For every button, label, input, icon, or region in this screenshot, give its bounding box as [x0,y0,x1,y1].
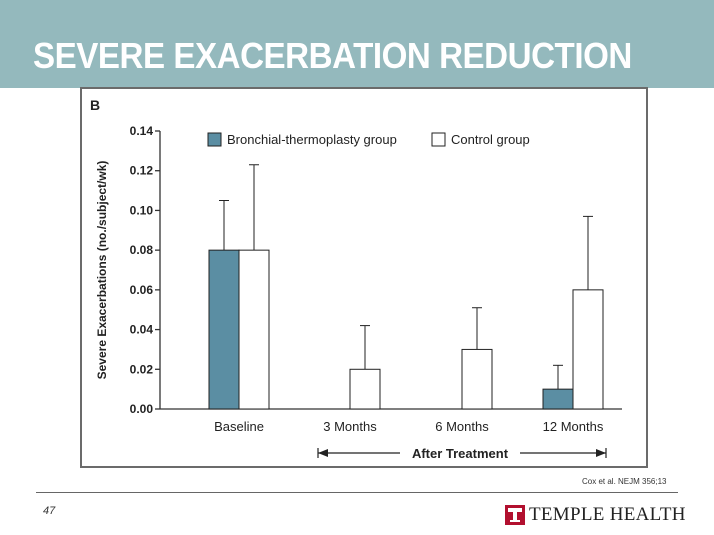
x-tick-label: Baseline [214,419,264,434]
y-tick-label: 0.12 [130,164,154,178]
y-tick-label: 0.04 [130,323,154,337]
y-tick-label: 0.08 [130,243,154,257]
bar-bronchial-thermoplasty [542,388,574,410]
footer-divider [36,492,678,493]
page-number: 47 [43,505,56,517]
bracket-label: After Treatment [412,446,509,461]
bar-bronchial-thermoplasty [208,249,240,410]
bar-control [238,249,270,410]
temple-t-icon [505,505,525,525]
slide-title: SEVERE EXACERBATION REDUCTION [33,35,632,76]
legend-label: Control group [451,132,530,147]
y-tick-label: 0.00 [130,402,154,416]
citation: Cox et al. NEJM 356;13 [582,477,667,486]
bar-chart: B 0.00 0.02 0.04 0.06 0.08 0.10 0.12 0.14 Severe … [90,97,622,461]
panel-label: B [90,97,100,113]
y-tick-label: 0.10 [130,203,154,217]
bar-control [572,289,604,410]
y-tick-label: 0.14 [130,124,154,138]
legend-swatch-control [431,132,446,147]
bracket-arrow-left [318,449,328,457]
bar-control [461,348,493,410]
bracket-arrow-right [596,449,606,457]
figure-frame: B 0.00 0.02 0.04 0.06 0.08 0.10 0.12 0.14 Severe … [80,87,648,468]
x-tick-label: 12 Months [543,419,604,434]
y-tick-label: 0.02 [130,362,154,376]
logo-text: TEMPLE HEALTH [529,504,686,525]
x-tick-label: 6 Months [435,419,489,434]
bar-control [349,368,381,410]
legend-label: Bronchial-thermoplasty group [227,132,397,147]
header-band [0,0,714,88]
x-tick-label: 3 Months [323,419,377,434]
y-axis-title: Severe Exacerbations (no./subject/wk) [95,161,109,380]
legend-swatch-bronchial-thermoplasty [207,132,222,147]
y-tick-label: 0.06 [130,283,154,297]
temple-health-logo: TEMPLE HEALTH [505,504,686,525]
